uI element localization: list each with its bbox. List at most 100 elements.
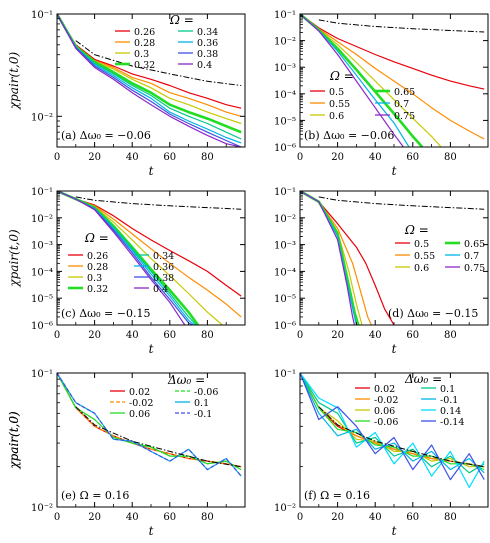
y-axis-label: χpair(t,0) [7,411,21,470]
legend-label: 0.7 [464,251,479,262]
y-axis-label: χpair(t,0) [7,229,21,288]
series-line-0.5 [300,14,485,90]
legend-label: 0.28 [134,38,155,49]
reference-curve [318,196,485,210]
legend-label: -0.06 [374,417,398,428]
y-tick-label: 10⁻⁵ [274,294,296,305]
legend-title: Ω = [329,69,354,83]
y-tick-label: 10⁻² [31,112,53,123]
series-line-0.4 [57,191,186,325]
y-tick-label: 10⁻¹ [274,10,296,21]
y-tick-label: 10⁻⁶ [31,321,53,332]
x-tick-label: 40 [126,152,139,163]
y-tick-label: 10⁻² [274,37,296,48]
y-tick-label: 10⁻⁶ [274,143,296,154]
plot-lines [300,373,485,488]
y-tick-label: 10⁻¹ [274,369,296,380]
legend-label: 0.6 [329,111,344,122]
x-tick-label: 20 [88,152,101,163]
legend-label: 0.36 [153,262,174,273]
legend-label: 0.32 [134,60,155,71]
series-line-0.4 [57,14,242,147]
series-line-0.38 [57,14,242,147]
plot-lines [57,373,242,477]
legend-label: 0.4 [153,284,168,295]
x-tick-label: 80 [201,512,214,523]
y-tick-label: 10⁻² [274,503,296,514]
x-tick-label: 20 [331,512,344,523]
x-tick-label: 80 [201,152,214,163]
legend-label: 0.02 [374,384,395,395]
x-tick-label: 40 [126,330,139,341]
legend-title: Ω = [84,231,109,245]
legend-label: 0.38 [197,49,218,60]
legend-label: 0.28 [87,262,108,273]
x-axis-label: t [392,524,397,538]
legend-label: 0.26 [87,251,108,262]
legend-label: -0.14 [440,417,464,428]
legend-label: 0.3 [87,273,102,284]
series-line-0.75 [300,14,404,147]
series-line-0.34 [57,14,242,140]
plot-lines [57,14,242,147]
legend-label: 0.06 [129,409,150,420]
panel-label: (d) Δω₀ = −0.15 [388,307,478,320]
plot-lines [300,14,485,147]
x-tick-label: 40 [126,512,139,523]
legend-label: 0.36 [197,38,218,49]
x-tick-label: 60 [163,330,176,341]
y-tick-label: 10⁻⁶ [274,321,296,332]
y-tick-label: 10⁻³ [31,241,53,252]
reference-curve [75,406,242,468]
legend-label: -0.1 [440,395,458,406]
legend-label: 0.5 [329,87,344,98]
series-line--0.06 [57,373,242,471]
x-tick-label: 40 [369,512,382,523]
panel-d: 0 20 40 60 80 10⁻¹ 10⁻² 10⁻³ 10⁻⁴ 10⁻⁵ 10⁻⁶ t Ω = 0.5… [274,187,489,356]
x-tick-label: 80 [444,152,457,163]
legend-label: -0.06 [194,387,218,398]
y-tick-label: 10⁻⁵ [274,116,296,127]
x-axis-label: t [392,164,397,178]
y-tick-label: 10⁻² [274,214,296,225]
series-line--0.14 [300,373,485,481]
legend-label: 0.06 [374,406,395,417]
legend-label: -0.02 [129,398,153,409]
legend-label: 0.65 [394,87,415,98]
legend-label: 0.75 [394,111,415,122]
plot-lines [300,191,485,325]
legend-label: 0.3 [134,49,149,60]
series-line-0.26 [57,14,242,109]
x-axis-label: t [149,342,154,356]
y-tick-label: 10⁻² [31,503,53,514]
legend-label: 0.38 [153,273,174,284]
y-tick-label: 10⁻⁴ [31,267,53,278]
y-axis-label: χpair(t,0) [7,411,21,470]
legend-label: 0.4 [197,60,212,71]
x-tick-label: 0 [54,152,60,163]
x-tick-label: 20 [88,330,101,341]
x-tick-label: 60 [406,152,419,163]
y-tick-label: 10⁻⁵ [31,294,53,305]
y-tick-label: 10⁻¹ [31,10,53,21]
legend-label: -0.02 [374,395,398,406]
x-tick-label: 20 [331,152,344,163]
series-line--0.02 [57,373,242,468]
legend-label: 0.7 [394,99,409,110]
y-tick-label: 10⁻⁴ [274,267,296,278]
legend-label: 0.65 [464,239,485,250]
x-tick-label: 0 [54,512,60,523]
series-line-0.65 [300,191,360,325]
panel-label: (e) Ω = 0.16 [61,489,129,502]
x-tick-label: 80 [444,330,457,341]
y-tick-label: 10⁻¹ [31,187,53,198]
x-axis-label: t [149,524,154,538]
legend-label: 0.1 [440,384,455,395]
x-tick-label: 40 [369,330,382,341]
x-tick-label: 40 [369,152,382,163]
legend-label: 0.32 [87,284,108,295]
panel-label: (a) Δω₀ = −0.06 [61,129,151,142]
series-line-0.75 [300,191,356,325]
